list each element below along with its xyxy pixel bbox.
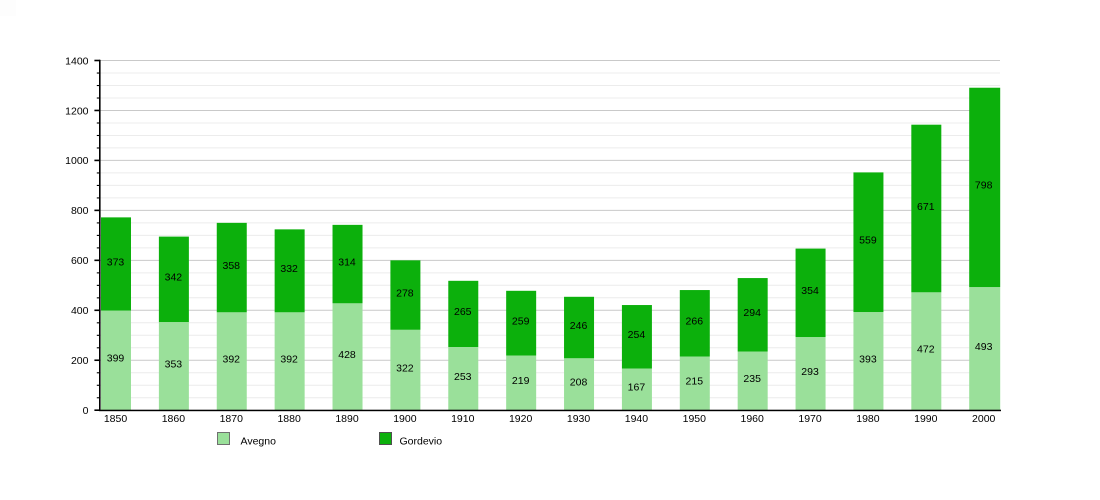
svg-text:600: 600 (71, 255, 89, 267)
svg-text:1400: 1400 (65, 55, 89, 67)
svg-text:1860: 1860 (162, 413, 186, 425)
svg-text:Avegno: Avegno (241, 435, 277, 447)
svg-text:332: 332 (280, 263, 298, 275)
svg-text:1940: 1940 (625, 413, 649, 425)
svg-text:1880: 1880 (277, 413, 301, 425)
svg-text:167: 167 (628, 382, 646, 394)
svg-text:219: 219 (512, 375, 530, 387)
svg-text:1200: 1200 (65, 105, 89, 117)
svg-text:1890: 1890 (335, 413, 359, 425)
svg-text:254: 254 (628, 329, 646, 341)
svg-text:342: 342 (165, 272, 183, 284)
svg-text:393: 393 (859, 353, 877, 365)
svg-text:358: 358 (222, 260, 240, 272)
svg-text:265: 265 (454, 306, 472, 318)
svg-text:1980: 1980 (856, 413, 880, 425)
svg-text:208: 208 (570, 377, 588, 389)
svg-text:399: 399 (107, 353, 125, 365)
svg-text:493: 493 (975, 341, 993, 353)
svg-text:559: 559 (859, 235, 877, 247)
svg-text:354: 354 (801, 285, 819, 297)
svg-text:1900: 1900 (393, 413, 417, 425)
svg-text:Gordevio: Gordevio (400, 435, 443, 447)
svg-text:1870: 1870 (220, 413, 244, 425)
svg-text:2000: 2000 (972, 413, 996, 425)
svg-text:1000: 1000 (65, 155, 89, 167)
svg-text:373: 373 (107, 256, 125, 268)
svg-text:392: 392 (280, 354, 298, 366)
svg-text:235: 235 (743, 373, 761, 385)
svg-text:0: 0 (83, 405, 89, 417)
svg-text:1910: 1910 (451, 413, 475, 425)
svg-text:1850: 1850 (104, 413, 128, 425)
svg-text:266: 266 (686, 316, 704, 328)
svg-text:400: 400 (71, 305, 89, 317)
svg-text:800: 800 (71, 205, 89, 217)
svg-text:1960: 1960 (741, 413, 765, 425)
svg-text:798: 798 (975, 180, 993, 192)
svg-text:294: 294 (743, 307, 761, 319)
svg-text:1950: 1950 (683, 413, 707, 425)
svg-text:293: 293 (801, 366, 819, 378)
svg-text:1970: 1970 (798, 413, 822, 425)
svg-text:246: 246 (570, 320, 588, 332)
svg-text:314: 314 (338, 256, 356, 268)
svg-text:278: 278 (396, 287, 414, 299)
svg-text:253: 253 (454, 371, 472, 383)
svg-text:1990: 1990 (914, 413, 938, 425)
svg-text:259: 259 (512, 315, 530, 327)
svg-text:215: 215 (686, 376, 704, 388)
svg-text:671: 671 (917, 201, 935, 213)
svg-text:353: 353 (165, 358, 183, 370)
svg-text:472: 472 (917, 344, 935, 356)
svg-text:428: 428 (338, 349, 356, 361)
svg-text:322: 322 (396, 362, 414, 374)
svg-text:1920: 1920 (509, 413, 533, 425)
svg-text:392: 392 (222, 354, 240, 366)
svg-text:1930: 1930 (567, 413, 591, 425)
svg-text:200: 200 (71, 355, 89, 367)
